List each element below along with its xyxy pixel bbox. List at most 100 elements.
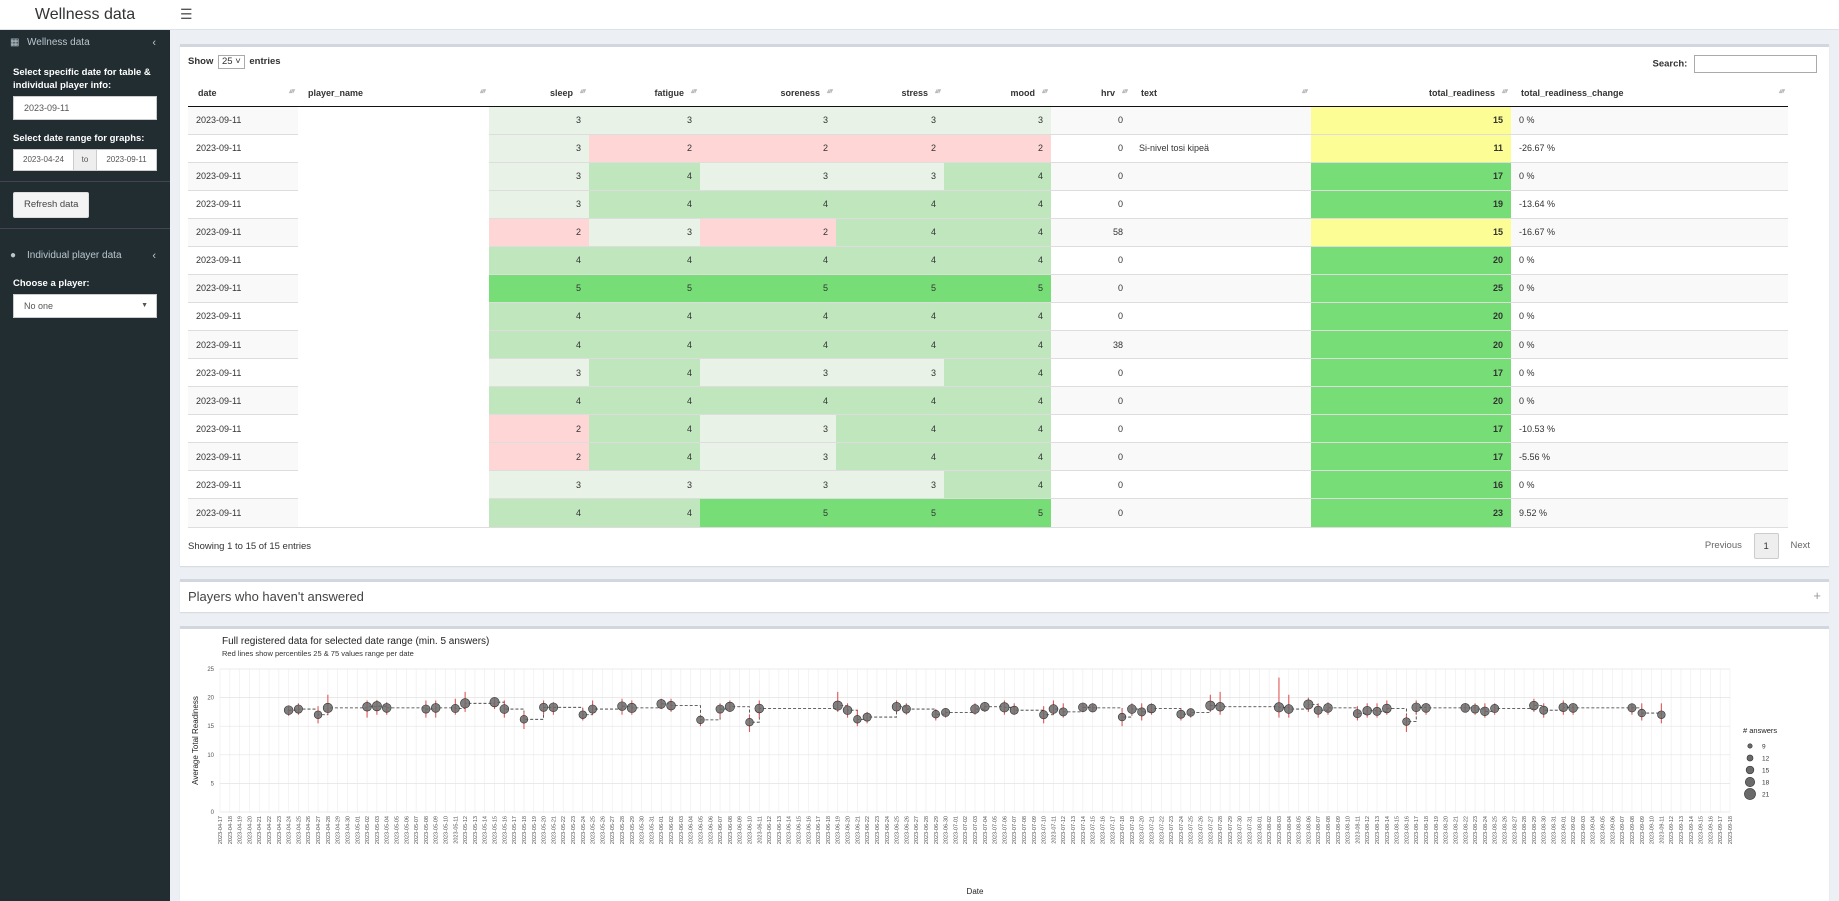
x-tick-label: 2023-09-09: [1640, 816, 1646, 844]
table-row[interactable]: 2023-09-11 3 3 3 3 3 0 15 0 %: [188, 106, 1788, 528]
data-point: [999, 702, 1010, 713]
x-tick-label: 2023-05-19: [532, 816, 538, 844]
data-point: [1352, 709, 1362, 719]
x-tick-label: 2023-06-28: [924, 816, 930, 844]
column-header-total-readiness-change[interactable]: total_readiness_change ▴▾: [1511, 81, 1788, 107]
column-header-hrv[interactable]: hrv ▴▾: [1051, 81, 1131, 107]
cell-soreness: 5: [700, 274, 836, 303]
x-tick-label: 2023-05-25: [591, 816, 597, 844]
date-range-end[interactable]: 2023-09-11: [96, 149, 157, 171]
sidebar-item-wellness-data[interactable]: ▦ Wellness data ‹: [0, 30, 170, 56]
cell-sleep: 5: [489, 274, 589, 303]
column-header-text[interactable]: text ▴▾: [1131, 81, 1311, 107]
table-row[interactable]: 2023-09-11 4 4 4 4 4 38 20 0 %: [188, 330, 1788, 360]
x-tick-label: 2023-09-14: [1689, 816, 1695, 844]
cell-text: [1131, 358, 1311, 388]
x-tick-label: 2023-07-20: [1140, 816, 1146, 844]
x-tick-label: 2023-07-27: [1208, 816, 1214, 844]
column-header-total-readiness[interactable]: total_readiness ▴▾: [1311, 81, 1511, 107]
show-label: Show: [188, 56, 214, 67]
date-select-label: Select specific date for table & individ…: [13, 67, 151, 91]
column-header-date[interactable]: date ▴▾: [188, 81, 298, 107]
cell-mood: 2: [944, 134, 1051, 163]
x-tick-label: 2023-05-31: [649, 816, 655, 844]
data-point: [519, 715, 529, 724]
table-row[interactable]: 2023-09-11 4 4 4 4 4 0 20 0 %: [188, 386, 1788, 416]
cell-total-readiness-change: 9.52 %: [1511, 498, 1788, 528]
cell-text: [1131, 498, 1311, 528]
x-tick-label: 2023-06-03: [679, 816, 685, 844]
data-point: [1460, 703, 1470, 713]
data-point: [626, 702, 637, 713]
column-header-player-name[interactable]: player_name ▴▾: [298, 81, 489, 107]
cell-fatigue: 4: [589, 302, 700, 332]
table-row[interactable]: 2023-09-11 3 2 2 2 2 0 Si-nivel tosi kipeä 11 -26…: [188, 134, 1788, 163]
data-point: [1039, 710, 1049, 720]
table-row[interactable]: 2023-09-11 4 4 4 4 4 0 20 0 %: [188, 246, 1788, 275]
hamburger-icon[interactable]: ☰: [180, 6, 193, 22]
x-tick-label: 2023-06-14: [787, 816, 793, 844]
cell-date: 2023-09-11: [188, 218, 298, 247]
x-tick-label: 2023-09-07: [1620, 816, 1626, 844]
cell-stress: 4: [836, 302, 944, 332]
cell-fatigue: 5: [589, 274, 700, 303]
data-point: [1539, 705, 1549, 715]
column-header-soreness[interactable]: soreness ▴▾: [700, 81, 836, 107]
previous-button[interactable]: Previous: [1704, 540, 1742, 551]
x-tick-label: 2023-08-03: [1277, 816, 1283, 844]
entries-select[interactable]: 25 ˅: [217, 55, 245, 69]
x-tick-label: 2023-05-30: [640, 816, 646, 844]
x-tick-label: 2023-06-05: [698, 816, 704, 844]
data-point: [489, 697, 500, 708]
x-tick-label: 2023-05-26: [600, 816, 606, 844]
x-tick-label: 2023-07-02: [963, 816, 969, 844]
player-select[interactable]: No one ▼: [13, 294, 157, 318]
next-button[interactable]: Next: [1790, 540, 1810, 551]
data-point: [666, 700, 676, 711]
x-tick-label: 2023-06-12: [767, 816, 773, 844]
column-header-fatigue[interactable]: fatigue ▴▾: [589, 81, 700, 107]
cell-soreness: 2: [700, 218, 836, 247]
x-tick-label: 2023-08-19: [1434, 816, 1440, 844]
cell-text: [1131, 414, 1311, 444]
cell-sleep: 4: [489, 498, 589, 528]
x-tick-label: 2023-06-24: [885, 816, 891, 844]
cell-fatigue: 4: [589, 246, 700, 275]
expand-plus-icon[interactable]: +: [1813, 588, 1821, 603]
sidebar-item-individual-player[interactable]: ● Individual player data ‹: [0, 243, 170, 269]
x-tick-label: 2023-09-02: [1571, 816, 1577, 844]
wellness-table-box: Show 25 ˅ entries Search: date ▴▾ player_n…: [180, 44, 1829, 566]
x-tick-label: 2023-09-10: [1650, 816, 1656, 844]
search-label: Search:: [1652, 58, 1688, 70]
cell-stress: 4: [836, 414, 944, 444]
column-header-stress[interactable]: stress ▴▾: [836, 81, 944, 107]
cell-fatigue: 4: [589, 386, 700, 416]
column-header-sleep[interactable]: sleep ▴▾: [489, 81, 589, 107]
data-point: [1323, 703, 1333, 713]
x-tick-label: 2023-09-01: [1561, 816, 1567, 844]
data-point: [1402, 717, 1411, 726]
legend-marker: [1746, 754, 1754, 762]
data-point: [1273, 702, 1284, 713]
x-tick-label: 2023-08-20: [1444, 816, 1450, 844]
cell-total-readiness-change: 0 %: [1511, 162, 1788, 191]
cell-total-readiness-change: -16.67 %: [1511, 218, 1788, 247]
legend-title: # answers: [1743, 726, 1777, 735]
column-header-label: soreness: [780, 88, 820, 99]
date-range-start[interactable]: 2023-04-24: [13, 149, 74, 171]
x-tick-label: 2023-08-13: [1375, 816, 1381, 844]
data-point: [1205, 700, 1216, 711]
cell-text: [1131, 442, 1311, 472]
column-header-mood[interactable]: mood ▴▾: [944, 81, 1051, 107]
search-input[interactable]: [1694, 55, 1817, 73]
unanswered-players-box[interactable]: Players who haven't answered +: [180, 579, 1829, 612]
refresh-data-button[interactable]: Refresh data: [13, 192, 90, 218]
date-input[interactable]: 2023-09-11: [13, 96, 157, 120]
data-point: [745, 718, 754, 727]
page-1-button[interactable]: 1: [1753, 533, 1779, 559]
table-row[interactable]: 2023-09-11 3 3 3 3 4 0 16 0 %: [188, 470, 1788, 500]
cell-sleep: 2: [489, 218, 589, 247]
x-tick-label: 2023-09-15: [1699, 816, 1705, 844]
cell-text: [1131, 470, 1311, 500]
top-navbar: Wellness data ☰: [0, 0, 1839, 30]
